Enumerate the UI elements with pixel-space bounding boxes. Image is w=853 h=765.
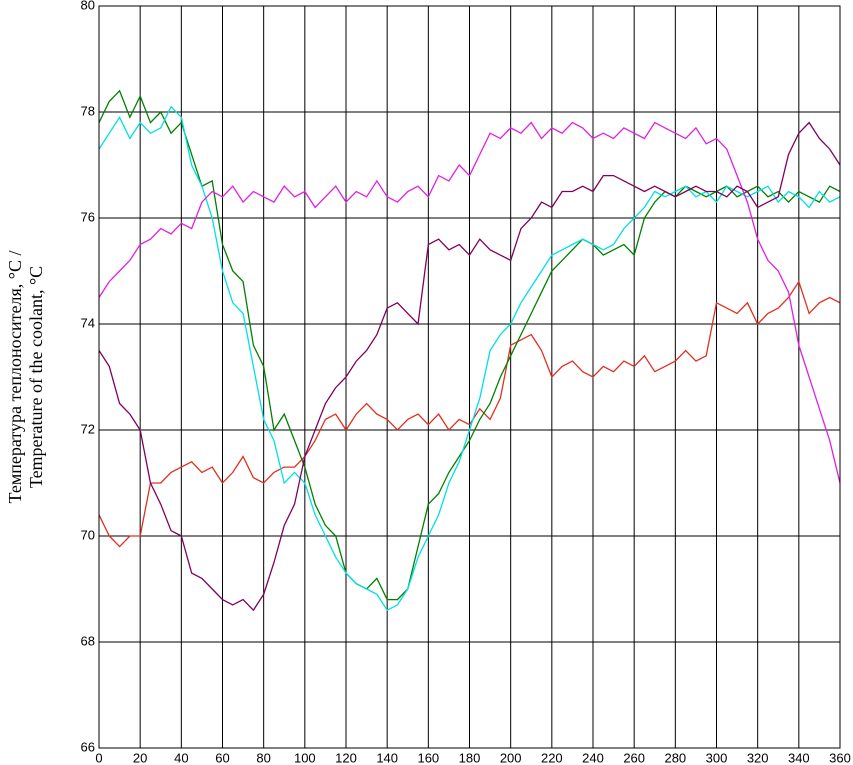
x-tick-label: 120	[335, 750, 357, 765]
x-tick-label: 360	[829, 750, 851, 765]
x-tick-label: 200	[500, 750, 522, 765]
x-tick-label: 0	[95, 750, 102, 765]
x-tick-label: 100	[294, 750, 316, 765]
lines	[98, 89, 841, 612]
y-tick-label: 78	[81, 103, 95, 118]
x-tick-label: 40	[174, 750, 188, 765]
y-tick-label: 76	[81, 209, 95, 224]
y-tick-label: 72	[81, 421, 95, 436]
y-tick-label: 70	[81, 527, 95, 542]
y-axis-label: Temperature of the coolant, °C	[26, 266, 46, 488]
x-tick-label: 160	[417, 750, 439, 765]
x-tick-label: 260	[623, 750, 645, 765]
x-tick-label: 340	[788, 750, 810, 765]
y-axis-label: Температура теплоносителя, °C /	[5, 251, 25, 504]
x-tick-label: 300	[706, 750, 728, 765]
x-tick-label: 180	[459, 750, 481, 765]
x-tick-label: 280	[664, 750, 686, 765]
x-tick-label: 220	[541, 750, 563, 765]
series-line	[98, 280, 841, 548]
x-tick-label: 240	[582, 750, 604, 765]
labels: 0 20 40 60 80 100 120 140 160 180 200 220 240 260 280 3…	[81, 0, 851, 765]
x-tick-label: 140	[376, 750, 398, 765]
x-tick-label: 320	[747, 750, 769, 765]
x-tick-label: 80	[256, 750, 270, 765]
x-tick-label: 60	[215, 750, 229, 765]
series-line	[98, 105, 841, 612]
x-tick-label: 20	[133, 750, 147, 765]
y-tick-label: 68	[81, 633, 95, 648]
series-line	[98, 121, 841, 484]
y-tick-label: 66	[81, 739, 95, 754]
series-line	[98, 121, 841, 612]
y-tick-label: 74	[81, 315, 95, 330]
plot-frame	[98, 5, 841, 749]
y-tick-label: 80	[81, 0, 95, 12]
